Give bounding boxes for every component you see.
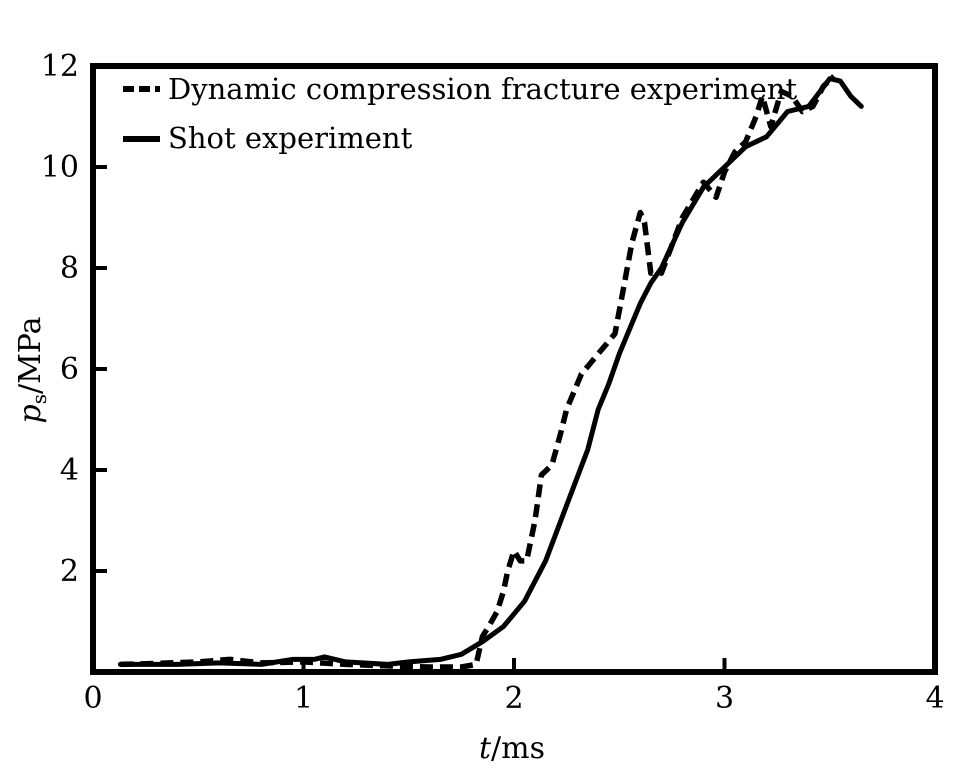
y-tick-label: 12	[41, 49, 79, 84]
x-tick-label: 2	[504, 681, 523, 716]
y-tick-label: 10	[41, 150, 79, 185]
x-axis-label-unit: /ms	[491, 731, 545, 766]
plot-frame	[90, 63, 938, 675]
x-tick-label: 1	[294, 681, 313, 716]
legend-label-shot: Shot experiment	[168, 121, 413, 155]
x-axis-label-symbol: t	[479, 731, 492, 766]
y-tick-label: 4	[60, 453, 79, 488]
legend-label-dynamic-compression: Dynamic compression fracture experiment	[168, 72, 797, 106]
x-axis: 0 1 2 3 4	[83, 658, 945, 716]
y-axis-label-subscript: s	[27, 394, 51, 404]
x-tick-label: 4	[925, 681, 944, 716]
series-dynamic-compression-line	[120, 74, 836, 670]
y-axis-label-unit: /MPa	[13, 316, 48, 394]
legend: Dynamic compression fracture experiment …	[123, 72, 797, 155]
x-tick-label: 3	[715, 681, 734, 716]
x-axis-label: t/ms	[479, 731, 545, 766]
y-axis-label-symbol: p	[13, 404, 48, 423]
plot-area	[117, 74, 864, 670]
y-axis-label: ps/MPa	[13, 316, 51, 423]
y-tick-label: 8	[60, 251, 79, 286]
y-axis: 2 4 6 8 10 12	[41, 49, 107, 589]
series-shot-line	[117, 76, 864, 667]
y-tick-label: 6	[60, 352, 79, 387]
x-tick-label: 0	[83, 681, 102, 716]
y-tick-label: 2	[60, 554, 79, 589]
